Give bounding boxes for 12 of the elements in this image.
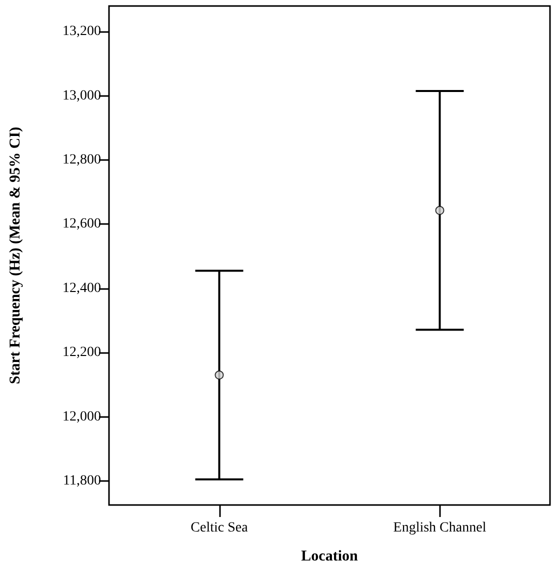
y-tick-label: 12,800 <box>62 152 101 168</box>
y-tick-label: 13,000 <box>62 88 101 104</box>
y-tick-label: 12,200 <box>62 345 101 360</box>
y-tick-label: 12,400 <box>62 280 101 296</box>
y-tick-label: 12,600 <box>62 216 101 232</box>
y-axis-title: Start Frequency (Hz) (Mean & 95% CI) <box>8 126 24 384</box>
y-tick-label: 11,800 <box>63 473 101 488</box>
y-tick-label: 12,000 <box>62 409 101 424</box>
x-tick-label: English Channel <box>393 520 486 536</box>
x-axis-title: Location <box>301 548 358 564</box>
x-tick-label: Celtic Sea <box>190 520 249 536</box>
y-tick-label: 13,200 <box>62 24 101 40</box>
